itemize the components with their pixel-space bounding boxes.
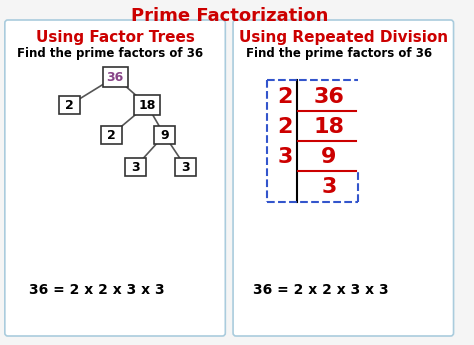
Text: 9: 9 [160,128,169,141]
Text: 9: 9 [321,147,337,167]
Bar [175,158,196,176]
Text: Find the prime factors of 36: Find the prime factors of 36 [18,47,203,60]
Text: 3: 3 [321,177,337,197]
Text: 36: 36 [107,70,124,83]
Text: 36: 36 [313,87,344,107]
Text: 2: 2 [65,99,74,111]
Bar [102,67,128,87]
Text: Using Repeated Division: Using Repeated Division [239,30,448,45]
Text: 3: 3 [182,160,190,174]
Text: 2: 2 [278,87,293,107]
Text: Using Factor Trees: Using Factor Trees [36,30,194,45]
Bar [154,126,175,144]
Text: 3: 3 [131,160,140,174]
Bar [135,95,160,115]
FancyBboxPatch shape [233,20,454,336]
Text: 36 = 2 x 2 x 3 x 3: 36 = 2 x 2 x 3 x 3 [254,283,389,297]
Text: 18: 18 [138,99,155,111]
Bar [125,158,146,176]
Bar [59,96,80,114]
Text: Prime Factorization: Prime Factorization [130,7,328,25]
Text: 18: 18 [313,117,344,137]
FancyBboxPatch shape [5,20,225,336]
Text: 36 = 2 x 2 x 3 x 3: 36 = 2 x 2 x 3 x 3 [29,283,164,297]
Text: Find the prime factors of 36: Find the prime factors of 36 [246,47,432,60]
Text: 3: 3 [278,147,293,167]
Bar [100,126,122,144]
Text: 2: 2 [278,117,293,137]
Text: 2: 2 [107,128,116,141]
